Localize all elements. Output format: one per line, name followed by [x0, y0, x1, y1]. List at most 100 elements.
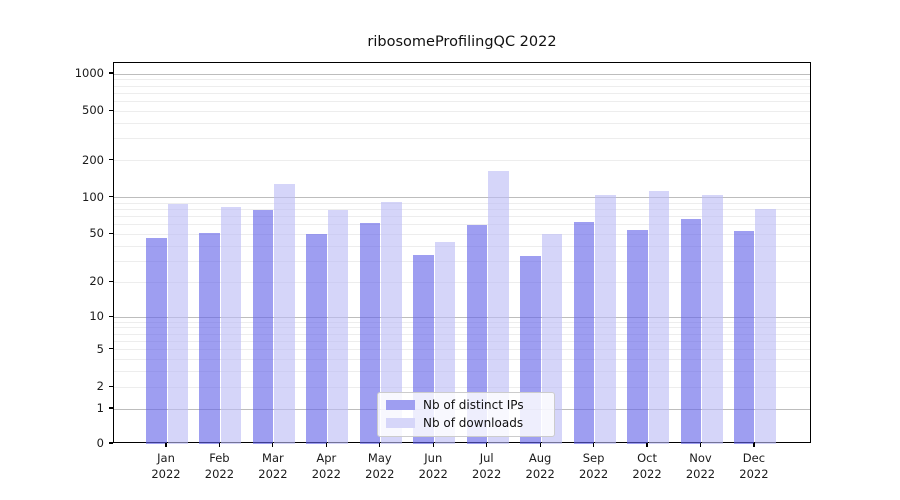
y-tick-label: 50 — [89, 226, 104, 241]
legend: Nb of distinct IPs Nb of downloads — [377, 392, 555, 437]
bar-nb-of-downloads-dec — [755, 208, 776, 444]
x-tick — [325, 443, 327, 447]
x-tick-year: 2022 — [365, 467, 395, 481]
y-tick-label: 1000 — [74, 66, 104, 81]
gridline-minor — [114, 92, 810, 94]
gridline-minor — [114, 216, 810, 218]
gridline-minor — [114, 110, 810, 112]
x-tick — [753, 443, 755, 447]
bar-nb-of-distinct-ips-feb — [199, 233, 220, 444]
gridline-minor — [114, 245, 810, 247]
x-tick-year: 2022 — [632, 467, 662, 481]
x-tick — [165, 443, 167, 447]
y-tick-label: 0 — [96, 436, 104, 450]
bar-nb-of-distinct-ips-sep — [573, 222, 595, 444]
x-tick-year: 2022 — [472, 467, 502, 481]
x-tick-year: 2022 — [311, 467, 341, 481]
bar-nb-of-downloads-apr — [327, 210, 349, 444]
x-tick-label: Jul 2022 — [459, 450, 515, 482]
gridline-minor — [114, 138, 810, 140]
bar-nb-of-downloads-feb — [220, 206, 242, 444]
x-tick-label: Oct 2022 — [619, 450, 675, 482]
x-tick-month: Sep — [582, 451, 605, 465]
y-tick-label: 20 — [89, 274, 104, 289]
y-tick — [109, 109, 113, 111]
y-tick — [109, 407, 113, 409]
y-tick — [109, 348, 113, 350]
x-tick-month: Nov — [689, 451, 712, 465]
x-tick-month: Jan — [157, 451, 175, 465]
x-tick-year: 2022 — [739, 467, 769, 481]
y-tick-label: 5 — [96, 341, 104, 356]
bar-nb-of-distinct-ips-apr — [306, 234, 327, 444]
gridline-minor — [114, 233, 810, 235]
x-tick-label: Jun 2022 — [405, 450, 461, 482]
y-tick-label: 100 — [82, 189, 104, 204]
x-tick-year: 2022 — [685, 467, 716, 481]
bar-nb-of-downloads-may — [381, 202, 402, 444]
bar-nb-of-distinct-ips-jan — [146, 237, 167, 444]
legend-swatch-nb-of-downloads — [386, 418, 415, 428]
y-tick-label: 2 — [96, 379, 104, 394]
x-tick-year: 2022 — [258, 467, 288, 481]
x-tick-month: Aug — [528, 451, 552, 465]
y-tick — [109, 196, 113, 198]
gridline-major — [114, 73, 810, 75]
y-tick — [109, 158, 113, 161]
y-tick — [109, 232, 113, 235]
bar-nb-of-distinct-ips-jul — [466, 224, 488, 444]
x-tick-label: Jan 2022 — [138, 450, 194, 482]
x-tick-month: Jun — [424, 451, 443, 465]
legend-row: Nb of distinct IPs — [386, 398, 546, 412]
legend-label-nb-of-downloads: Nb of downloads — [423, 416, 524, 430]
bar-nb-of-downloads-mar — [274, 184, 295, 444]
bar-nb-of-distinct-ips-nov — [680, 218, 701, 444]
gridline-major — [114, 316, 810, 318]
x-tick-month: Mar — [262, 451, 284, 465]
y-tick — [109, 442, 113, 444]
x-tick-year: 2022 — [204, 467, 235, 481]
bar-nb-of-distinct-ips-oct — [627, 230, 648, 444]
gridline-minor — [114, 122, 810, 124]
x-tick — [486, 443, 488, 447]
bar-nb-of-distinct-ips-mar — [252, 210, 274, 444]
x-tick-label: Mar 2022 — [245, 450, 301, 482]
legend-swatch-nb-of-distinct-ips — [386, 400, 415, 410]
bar-nb-of-downloads-nov — [702, 194, 723, 444]
x-tick-month: Oct — [637, 451, 657, 465]
x-tick-label: Dec 2022 — [726, 450, 782, 482]
bar-nb-of-distinct-ips-dec — [733, 231, 755, 444]
x-tick — [272, 443, 274, 447]
x-tick-label: Aug 2022 — [512, 450, 568, 482]
x-tick-month: Feb — [209, 451, 230, 465]
x-tick-month: Apr — [316, 451, 337, 465]
y-tick-label: 10 — [89, 309, 104, 324]
y-tick — [109, 385, 113, 387]
gridline-minor — [114, 359, 810, 361]
y-tick — [109, 315, 113, 317]
bar-nb-of-distinct-ips-may — [359, 223, 381, 444]
y-tick-label: 500 — [82, 103, 104, 118]
gridline-minor — [114, 224, 810, 226]
x-tick-month: Dec — [742, 451, 766, 465]
gridline-minor — [114, 386, 810, 388]
y-tick — [109, 72, 113, 74]
y-tick — [109, 280, 113, 282]
x-tick-month: Jul — [479, 451, 494, 465]
bar-nb-of-downloads-jul — [488, 170, 509, 444]
y-tick-label: 200 — [82, 152, 104, 167]
gridline-minor — [114, 160, 810, 162]
x-tick-year: 2022 — [418, 467, 448, 481]
gridline-minor — [114, 79, 810, 81]
gridline-minor — [114, 101, 810, 103]
x-tick-label: Feb 2022 — [191, 450, 247, 482]
x-tick — [646, 443, 648, 447]
gridline-minor — [114, 85, 810, 87]
x-tick-year: 2022 — [578, 467, 609, 481]
bar-nb-of-downloads-oct — [648, 191, 670, 444]
x-tick-year: 2022 — [151, 467, 181, 481]
bar-nb-of-downloads-jan — [167, 204, 188, 444]
bar-nb-of-downloads-aug — [541, 234, 563, 444]
x-tick — [432, 443, 434, 447]
